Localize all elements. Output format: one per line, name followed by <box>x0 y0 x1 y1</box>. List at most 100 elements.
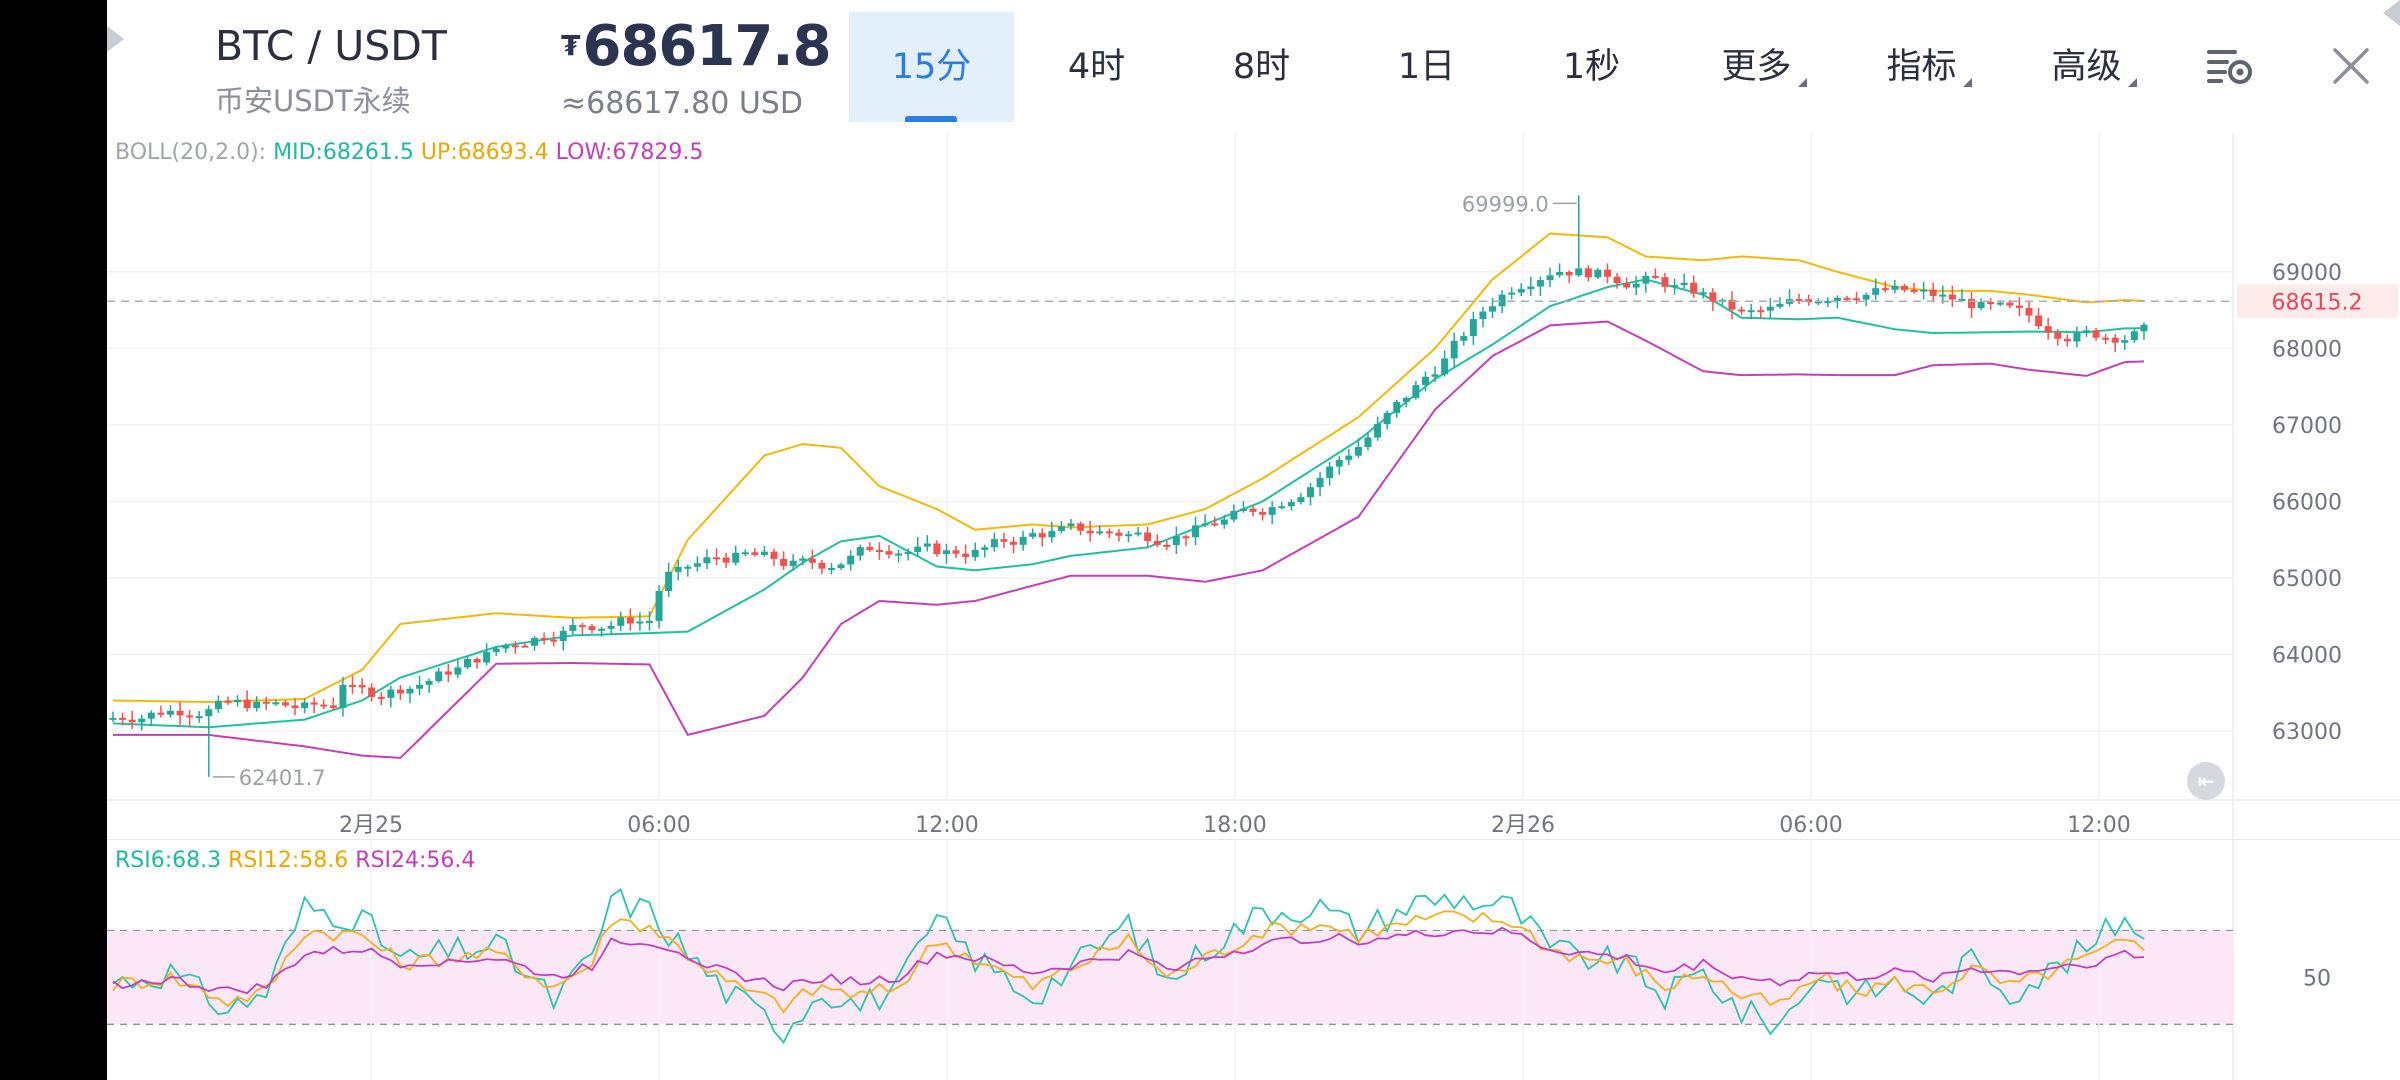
y-tick-label: 64000 <box>2272 644 2342 669</box>
next-arrow-icon[interactable] <box>107 26 2400 52</box>
x-tick-label: 18:00 <box>1203 813 1266 838</box>
tab-advanced[interactable]: 高级 <box>2004 12 2169 122</box>
candle-up <box>1220 519 1228 525</box>
candle-up <box>1862 294 1870 300</box>
close-icon[interactable] <box>2331 46 2371 86</box>
tab-8h[interactable]: 8时 <box>1179 12 1344 122</box>
tab-label: 1秒 <box>1562 47 1621 87</box>
candle-up <box>1642 275 1650 284</box>
candle-up <box>1402 397 1410 402</box>
tab-indicators[interactable]: 指标 <box>1839 12 2004 122</box>
tab-label: 15分 <box>891 47 972 87</box>
candle-up <box>1594 269 1602 278</box>
candle-up <box>607 625 615 629</box>
candle-up <box>741 552 749 555</box>
candle-down <box>962 553 970 557</box>
candle-down <box>713 557 721 560</box>
candle-up <box>1489 306 1497 312</box>
last-price-tag <box>2237 284 2398 319</box>
candle-up <box>1287 502 1295 507</box>
boll-mid-value: MID:68261.5 <box>273 140 414 165</box>
tab-15m[interactable]: 15分 <box>849 12 1014 122</box>
candle-up <box>655 591 663 621</box>
candle-down <box>808 558 816 563</box>
candle-down <box>540 637 548 640</box>
candle-up <box>138 718 146 723</box>
rsi6-value: RSI6:68.3 <box>115 848 222 873</box>
candle-up <box>665 571 673 592</box>
x-tick-label: 12:00 <box>915 813 978 838</box>
x-tick-label: 06:00 <box>1779 813 1842 838</box>
y-tick-label: 63000 <box>2272 720 2342 745</box>
candle-up <box>971 549 979 557</box>
rsi-y-tick-label: 50 <box>2303 966 2331 991</box>
candle-up <box>1345 455 1353 460</box>
candle-down <box>1603 269 1611 277</box>
price-display: ₮68617.8 <box>561 14 832 79</box>
candle-up <box>1546 275 1554 281</box>
candle-up <box>914 546 922 553</box>
candle-down <box>157 712 165 715</box>
candle-down <box>224 700 232 703</box>
candle-down <box>818 562 826 569</box>
candle-up <box>1920 289 1928 292</box>
candle-down <box>588 626 596 631</box>
candle-up <box>1307 487 1314 498</box>
candle-up <box>760 551 768 555</box>
tab-more[interactable]: 更多 <box>1674 12 1839 122</box>
price-chart[interactable]: 69000 68000 67000 66000 65000 64000 63000 2月25 0… <box>107 134 2400 840</box>
low-label: 62401.7 <box>239 766 326 790</box>
x-tick-label: 06:00 <box>627 813 690 838</box>
rsi-chart[interactable]: 50 <box>107 840 2400 1080</box>
candle-down <box>1968 298 1976 309</box>
tab-1s[interactable]: 1秒 <box>1509 12 1674 122</box>
dropdown-caret-icon <box>2128 78 2137 87</box>
candle-up <box>1508 292 1516 295</box>
price-axis-area <box>2233 134 2400 840</box>
candle-down <box>1038 533 1046 538</box>
candle-down <box>1000 539 1008 542</box>
x-tick-label: 2月26 <box>1491 813 1555 838</box>
candle-up <box>1469 319 1477 337</box>
candle-up <box>416 684 424 689</box>
rsi24-line <box>112 926 2145 995</box>
candle-up <box>1680 282 1688 286</box>
reset-view-icon[interactable]: ⇤ <box>2187 762 2225 800</box>
x-tick-label: 2月25 <box>339 813 403 838</box>
tab-4h[interactable]: 4时 <box>1014 12 1179 122</box>
candle-down <box>1651 275 1659 278</box>
boll-legend-name: BOLL(20,2.0): <box>115 140 267 165</box>
candle-up <box>645 620 653 623</box>
candle-down <box>1929 289 1937 296</box>
candle-up <box>1393 401 1401 413</box>
rsi-legend: RSI6:68.3 RSI12:58.6 RSI24:56.4 <box>115 848 475 873</box>
candle-up <box>598 628 606 631</box>
candle-up <box>531 637 539 646</box>
candle-down <box>1086 530 1094 534</box>
candle-up <box>1239 508 1247 511</box>
candle-up <box>1996 302 2004 305</box>
prev-arrow-icon[interactable] <box>107 0 2400 26</box>
candle-up <box>1383 412 1391 425</box>
candle-up <box>1172 536 1180 546</box>
candle-up <box>339 684 347 708</box>
candle-down <box>2102 337 2110 340</box>
candle-up <box>1364 437 1372 448</box>
usd-price: ≈68617.80 USD <box>561 86 803 121</box>
candle-up <box>674 566 682 572</box>
chart-settings-icon[interactable] <box>2205 46 2253 86</box>
candle-down <box>1010 541 1018 545</box>
pair-title[interactable]: BTC / USDT <box>215 22 447 70</box>
candle-down <box>1565 272 1573 276</box>
candle-down <box>291 705 299 709</box>
candle-up <box>1536 280 1544 287</box>
candle-up <box>1824 301 1832 304</box>
candle-up <box>981 547 989 550</box>
candle-up <box>272 702 280 705</box>
y-tick-label: 68000 <box>2272 337 2342 362</box>
tab-1d[interactable]: 1日 <box>1344 12 1509 122</box>
x-tick-label: 12:00 <box>2067 813 2130 838</box>
candle-up <box>1958 298 1966 301</box>
candle-down <box>1249 508 1257 512</box>
candle-down <box>2006 302 2014 306</box>
